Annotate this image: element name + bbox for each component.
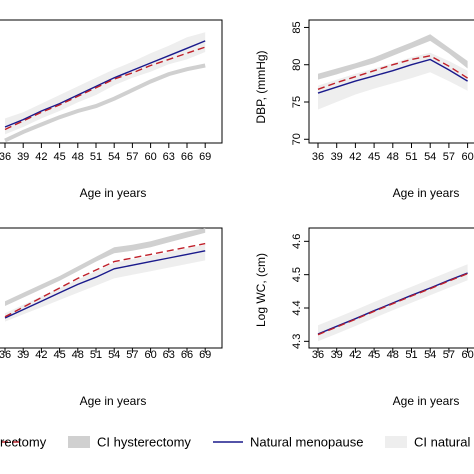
y-tick-label: 4.3 — [291, 334, 303, 349]
y-tick-label: 70 — [291, 133, 303, 145]
x-tick-label: 45 — [53, 151, 65, 163]
plot-frame — [0, 227, 223, 349]
x-tick-label: 42 — [349, 349, 361, 361]
plot-frame — [308, 227, 474, 349]
x-tick-label: 60 — [144, 151, 156, 163]
x-tick-label: 60 — [461, 349, 473, 361]
x-tick-label: 45 — [53, 349, 65, 361]
x-tick-label: 48 — [387, 349, 399, 361]
panel-top-left: Age in years 36 39 42 45 48 51 54 57 60 63 66 69 — [0, 19, 223, 200]
x-tick-label: 57 — [126, 349, 138, 361]
panel-bottom-right: Log WC, (cm) Age in years 36 39 42 45 48 51 54… — [254, 227, 474, 408]
x-tick-label: 54 — [424, 349, 436, 361]
legend-label: rectomy — [0, 435, 47, 450]
x-tick-label: 36 — [312, 151, 324, 163]
series-line — [4, 63, 206, 143]
x-tick-label: 66 — [181, 151, 193, 163]
x-tick-label: 42 — [349, 151, 361, 163]
x-tick-label: 57 — [126, 151, 138, 163]
x-tick-label: 69 — [199, 349, 211, 361]
legend-swatch — [385, 436, 407, 448]
x-tick-label: 39 — [17, 151, 29, 163]
ci-band — [318, 34, 468, 80]
x-tick-label: 42 — [35, 349, 47, 361]
x-tick-label: 51 — [405, 151, 417, 163]
x-tick-label: 36 — [312, 349, 324, 361]
y-tick-label: 4.5 — [291, 267, 303, 282]
x-tick-label: 51 — [90, 349, 102, 361]
ci-band — [5, 244, 206, 322]
x-tick-label: 39 — [17, 349, 29, 361]
y-axis-title: Log WC, (cm) — [254, 253, 268, 327]
legend-label: Natural menopause — [250, 435, 363, 450]
legend-swatch — [68, 436, 90, 448]
series-line — [4, 242, 206, 318]
x-tick-label: 57 — [443, 349, 455, 361]
legend-label: CI hysterectomy — [97, 435, 191, 450]
x-tick-label: 36 — [0, 349, 11, 361]
ci-band — [5, 228, 206, 306]
plot-frame — [308, 19, 474, 144]
x-tick-label: 69 — [199, 151, 211, 163]
x-tick-label: 42 — [35, 151, 47, 163]
y-tick-label: 75 — [291, 96, 303, 108]
x-tick-label: 51 — [405, 349, 417, 361]
series-line — [317, 273, 468, 336]
panel-bottom-left: Age in years 36 39 42 45 48 51 54 57 60 63 66 69 — [0, 227, 223, 408]
x-tick-label: 54 — [108, 151, 120, 163]
x-tick-label: 54 — [424, 151, 436, 163]
x-tick-label: 60 — [461, 151, 473, 163]
series-line — [317, 58, 468, 94]
x-tick-label: 51 — [90, 151, 102, 163]
x-tick-label: 66 — [181, 349, 193, 361]
legend: rectomy CI hysterectomy Natural menopause C… — [0, 435, 470, 450]
x-axis-title: Age in years — [393, 186, 460, 200]
y-axis-title: DBP, (mmHg) — [254, 50, 268, 123]
x-tick-label: 57 — [443, 151, 455, 163]
x-tick-label: 63 — [163, 349, 175, 361]
x-tick-label: 63 — [163, 151, 175, 163]
x-axis-title: Age in years — [393, 394, 460, 408]
y-tick-label: 80 — [291, 59, 303, 71]
series-line — [4, 250, 206, 319]
x-tick-label: 48 — [72, 349, 84, 361]
series-line — [4, 40, 206, 128]
x-tick-label: 45 — [368, 349, 380, 361]
x-tick-label: 48 — [72, 151, 84, 163]
x-tick-label: 39 — [331, 151, 343, 163]
ci-band — [318, 52, 468, 110]
x-tick-label: 48 — [387, 151, 399, 163]
y-tick-label: 4.6 — [291, 234, 303, 249]
x-axis-title: Age in years — [80, 186, 147, 200]
series-line — [4, 46, 206, 131]
plot-frame — [0, 19, 223, 144]
legend-label: CI natural — [414, 435, 470, 450]
x-tick-label: 36 — [0, 151, 11, 163]
series-line — [317, 55, 468, 90]
panel-top-right: DBP, (mmHg) Age in years 36 39 42 45 48 51 54 5… — [254, 19, 474, 200]
x-tick-label: 60 — [144, 349, 156, 361]
x-tick-label: 54 — [108, 349, 120, 361]
x-tick-label: 39 — [331, 349, 343, 361]
y-tick-label: 4.4 — [291, 300, 303, 315]
y-tick-label: 85 — [291, 21, 303, 33]
x-tick-label: 45 — [368, 151, 380, 163]
x-axis-title: Age in years — [80, 394, 147, 408]
